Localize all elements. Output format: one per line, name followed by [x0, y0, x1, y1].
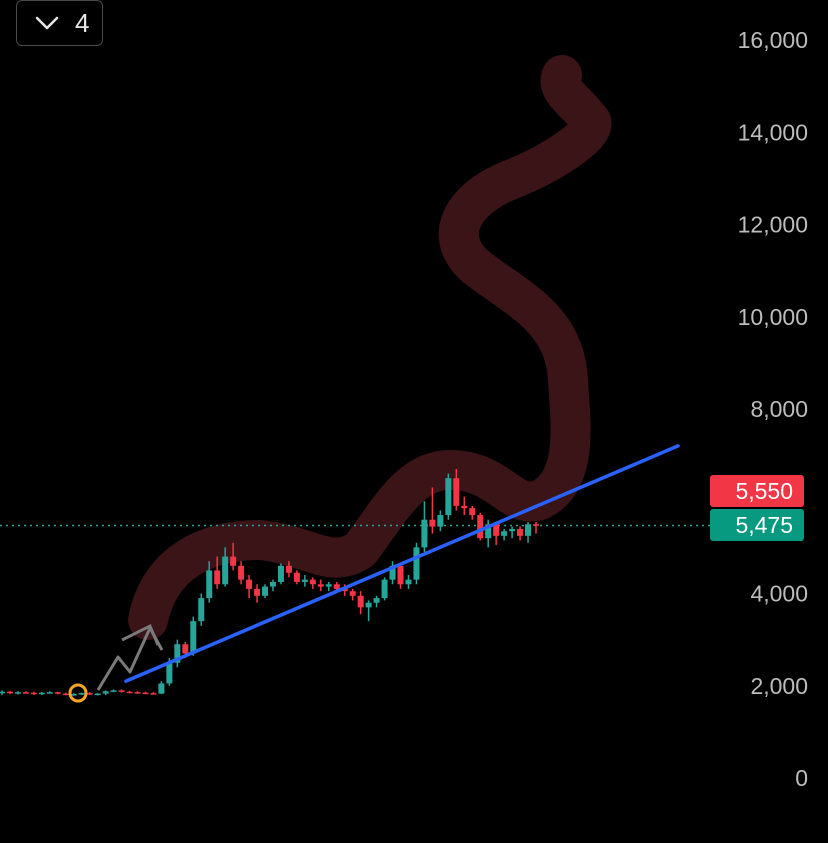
- candle-body: [389, 565, 396, 580]
- candle-body: [238, 565, 245, 580]
- candle-body: [493, 524, 500, 536]
- candle-body: [453, 478, 460, 506]
- candle-body: [214, 570, 221, 585]
- candle-body: [413, 547, 420, 580]
- candle-body: [150, 693, 157, 695]
- candle-body: [357, 595, 364, 608]
- candle-body: [293, 572, 300, 582]
- candle-body: [405, 579, 412, 585]
- candle-body: [365, 602, 372, 608]
- candle-body: [102, 691, 109, 694]
- candle-body: [166, 662, 173, 684]
- candle-body: [0, 691, 5, 694]
- candle-body: [126, 691, 133, 694]
- candle-body: [206, 570, 213, 599]
- candle-body: [62, 693, 69, 696]
- candle-body: [110, 690, 117, 692]
- y-tick-label: 4,000: [750, 581, 808, 607]
- brush-scribble: [128, 55, 612, 640]
- y-tick-label: 10,000: [738, 304, 808, 330]
- trendline[interactable]: [124, 444, 680, 683]
- candle-body: [429, 519, 436, 527]
- candle-body: [277, 565, 284, 582]
- candle-body: [174, 644, 181, 663]
- candle-body: [269, 581, 276, 587]
- candle-body: [230, 556, 237, 566]
- candle-body: [262, 586, 269, 596]
- candle-body: [285, 565, 292, 573]
- candle-body: [525, 524, 532, 536]
- candle-body: [333, 584, 340, 589]
- candle-body: [501, 531, 508, 536]
- price-badge-label: 5,550: [735, 478, 793, 504]
- candle-body: [437, 515, 444, 527]
- candle-body: [341, 588, 348, 592]
- price-badge-label: 5,475: [735, 512, 793, 538]
- candle-body: [517, 528, 524, 536]
- zigzag-arrowhead: [121, 623, 160, 646]
- candle-body: [309, 579, 316, 585]
- price-badge: [710, 475, 804, 507]
- candle-body: [373, 598, 380, 603]
- candle-body: [190, 621, 197, 654]
- candle-body: [254, 588, 261, 596]
- candle-body: [485, 524, 492, 539]
- candle-body: [14, 692, 21, 694]
- y-tick-label: 12,000: [738, 212, 808, 238]
- y-tick-label: 0: [795, 765, 808, 791]
- candle-body: [477, 515, 484, 539]
- candle-body: [325, 584, 332, 587]
- y-tick-label: 8,000: [750, 396, 808, 422]
- candle-body: [94, 693, 101, 696]
- candle-body: [30, 692, 37, 695]
- y-tick-label: 14,000: [738, 119, 808, 145]
- y-tick-label: 16,000: [738, 27, 808, 53]
- price-badge: [710, 509, 804, 541]
- candle-body: [142, 692, 149, 695]
- candle-body: [118, 690, 125, 692]
- candle-body: [70, 694, 77, 696]
- y-tick-label: 2,000: [750, 673, 808, 699]
- candle-body: [317, 584, 324, 587]
- candle-body: [22, 692, 29, 694]
- candle-body: [246, 579, 253, 589]
- candle-body: [46, 692, 53, 694]
- candle-body: [533, 524, 539, 526]
- candle-body: [78, 693, 85, 695]
- candle-body: [461, 505, 468, 509]
- candle-body: [301, 579, 308, 582]
- y-axis: 16,000 14,000 12,000 10,000 8,000 4,000 2,000 0: [738, 27, 808, 791]
- price-badges: 5,550 5,475: [710, 475, 804, 541]
- candle-body: [38, 692, 45, 695]
- candle-body: [222, 556, 229, 585]
- event-marker-icon[interactable]: [68, 683, 88, 703]
- candle-body: [445, 478, 452, 516]
- candle-body: [421, 519, 428, 548]
- candle-body: [158, 683, 165, 694]
- candle-body: [397, 565, 404, 585]
- candle-body: [86, 693, 93, 695]
- chevron-down-icon: [35, 16, 59, 30]
- collapse-indicators-button[interactable]: 4: [16, 0, 103, 46]
- candle-body: [198, 598, 205, 622]
- candle-body: [182, 644, 189, 654]
- candle-body: [509, 528, 516, 532]
- candle-body: [6, 691, 13, 694]
- candles-group: [0, 468, 539, 696]
- candle-body: [349, 591, 356, 596]
- indicator-count: 4: [75, 7, 90, 38]
- candle-body: [134, 692, 141, 694]
- candle-body: [469, 508, 476, 516]
- candle-body: [54, 692, 61, 694]
- candle-body: [381, 579, 388, 599]
